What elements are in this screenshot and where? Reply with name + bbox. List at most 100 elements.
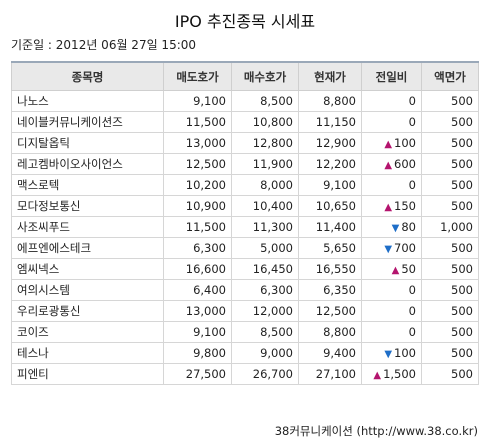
par-value-cell-text: 500 [451, 367, 473, 381]
source-footer: 38커뮤니케이션 (http://www.38.co.kr) [274, 424, 478, 438]
ask-price-cell: 12,500 [163, 153, 232, 175]
stock-name-cell-text: 여의시스템 [17, 283, 70, 297]
ask-price-cell-text: 13,000 [185, 136, 226, 150]
current-price-cell: 10,650 [298, 195, 362, 217]
current-price-cell-text: 9,100 [323, 178, 356, 192]
bid-price-cell: 6,300 [231, 279, 299, 301]
par-value-cell: 500 [421, 258, 479, 280]
stock-name-cell: 여의시스템 [11, 279, 164, 301]
par-value-cell-text: 500 [451, 283, 473, 297]
stock-name-cell-text: 피엔티 [17, 367, 49, 381]
par-value-cell: 500 [421, 342, 479, 364]
par-value-cell: 500 [421, 237, 479, 259]
bid-price-cell-text: 11,300 [252, 220, 293, 234]
base-date: 기준일 : 2012년 06월 27일 15:00 [11, 38, 197, 52]
ask-price-cell-text: 6,400 [193, 283, 226, 297]
stock-name-cell-text: 네이블커뮤니케이션즈 [17, 115, 123, 129]
bid-price-cell: 5,000 [231, 237, 299, 259]
col-header-par: 액면가 [421, 61, 479, 91]
stock-name-cell: 모다정보통신 [11, 195, 164, 217]
col-header-price: 현재가 [298, 61, 362, 91]
ask-price-cell-text: 10,900 [185, 199, 226, 213]
par-value-cell: 500 [421, 279, 479, 301]
current-price-cell: 8,800 [298, 90, 362, 112]
change-cell-text: 0 [408, 283, 416, 297]
col-header-bid: 매수호가 [231, 61, 299, 91]
bid-price-cell: 10,800 [231, 111, 299, 133]
change-cell: 0 [361, 321, 422, 343]
stock-name-cell-text: 맥스로텍 [17, 178, 60, 192]
change-cell-text: 100 [394, 346, 416, 360]
change-cell: 0 [361, 90, 422, 112]
stock-name-cell: 우리로광통신 [11, 300, 164, 322]
bid-price-cell: 26,700 [231, 363, 299, 385]
change-cell-text: 0 [408, 178, 416, 192]
ask-price-cell-text: 12,500 [185, 157, 226, 171]
change-cell: ▲ 600 [361, 153, 422, 175]
stock-name-cell-text: 디지탈옵틱 [17, 136, 70, 150]
par-value-cell: 500 [421, 153, 479, 175]
stock-name-cell-text: 코이즈 [17, 325, 49, 339]
stock-name-cell: 네이블커뮤니케이션즈 [11, 111, 164, 133]
par-value-cell-text: 500 [451, 157, 473, 171]
ask-price-cell-text: 11,500 [185, 115, 226, 129]
table-row: 우리로광통신 13,000 12,000 12,500 0 500 [11, 300, 479, 322]
stock-name-cell: 테스나 [11, 342, 164, 364]
stock-name-cell-text: 모다정보통신 [17, 199, 81, 213]
bid-price-cell-text: 8,500 [260, 325, 293, 339]
current-price-cell: 6,350 [298, 279, 362, 301]
triangle-up-icon: ▲ [384, 139, 393, 150]
bid-price-cell-text: 11,900 [252, 157, 293, 171]
triangle-down-icon: ▼ [384, 244, 393, 255]
par-value-cell-text: 500 [451, 94, 473, 108]
ask-price-cell: 13,000 [163, 132, 232, 154]
change-cell-text: 80 [401, 220, 416, 234]
current-price-cell-text: 6,350 [323, 283, 356, 297]
current-price-cell-text: 12,200 [315, 157, 356, 171]
ask-price-cell-text: 9,100 [193, 94, 226, 108]
par-value-cell: 500 [421, 111, 479, 133]
table-row: 사조씨푸드 11,500 11,300 11,400 ▼ 80 1,000 [11, 216, 479, 238]
table-row: 맥스로텍 10,200 8,000 9,100 0 500 [11, 174, 479, 196]
triangle-up-icon: ▲ [384, 202, 393, 213]
par-value-cell-text: 500 [451, 115, 473, 129]
bid-price-cell-text: 12,800 [252, 136, 293, 150]
bid-price-cell: 12,000 [231, 300, 299, 322]
ask-price-cell-text: 16,600 [185, 262, 226, 276]
current-price-cell: 16,550 [298, 258, 362, 280]
stock-name-cell: 레고켐바이오사이언스 [11, 153, 164, 175]
current-price-cell: 27,100 [298, 363, 362, 385]
bid-price-cell: 10,400 [231, 195, 299, 217]
bid-price-cell-text: 5,000 [260, 241, 293, 255]
change-cell: ▲ 50 [361, 258, 422, 280]
ask-price-cell-text: 13,000 [185, 304, 226, 318]
change-cell: ▲ 150 [361, 195, 422, 217]
stock-name-cell: 코이즈 [11, 321, 164, 343]
current-price-cell: 12,500 [298, 300, 362, 322]
current-price-cell: 9,100 [298, 174, 362, 196]
table-row: 나노스 9,100 8,500 8,800 0 500 [11, 90, 479, 112]
current-price-cell-text: 11,150 [315, 115, 356, 129]
stock-name-cell-text: 엠씨넥스 [17, 262, 60, 276]
ask-price-cell: 11,500 [163, 216, 232, 238]
bid-price-cell: 12,800 [231, 132, 299, 154]
table-header-row: 종목명 매도호가 매수호가 현재가 전일비 액면가 [11, 61, 479, 91]
current-price-cell-text: 12,900 [315, 136, 356, 150]
change-cell: ▼ 80 [361, 216, 422, 238]
current-price-cell-text: 8,800 [323, 94, 356, 108]
par-value-cell: 500 [421, 321, 479, 343]
table-row: 레고켐바이오사이언스 12,500 11,900 12,200 ▲ 600 500 [11, 153, 479, 175]
table-row: 디지탈옵틱 13,000 12,800 12,900 ▲ 100 500 [11, 132, 479, 154]
current-price-cell-text: 27,100 [315, 367, 356, 381]
col-header-change: 전일비 [361, 61, 422, 91]
current-price-cell: 11,400 [298, 216, 362, 238]
bid-price-cell: 8,500 [231, 321, 299, 343]
ask-price-cell-text: 9,100 [193, 325, 226, 339]
ask-price-cell: 13,000 [163, 300, 232, 322]
par-value-cell: 500 [421, 174, 479, 196]
table-row: 코이즈 9,100 8,500 8,800 0 500 [11, 321, 479, 343]
col-header-ask: 매도호가 [163, 61, 232, 91]
bid-price-cell-text: 8,000 [260, 178, 293, 192]
bid-price-cell: 16,450 [231, 258, 299, 280]
stock-name-cell-text: 우리로광통신 [17, 304, 81, 318]
